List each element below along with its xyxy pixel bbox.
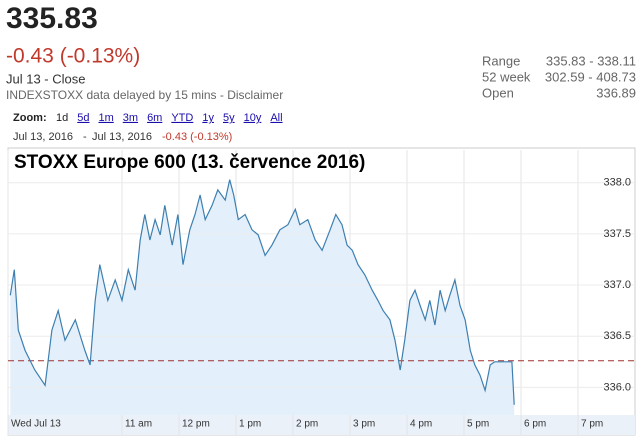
x-tick-label: 6 pm <box>524 419 546 430</box>
range-change: -0.43 (-0.13%) <box>162 131 232 143</box>
x-tick-label: 12 pm <box>182 419 210 430</box>
y-tick-label: 337.5 <box>603 228 631 240</box>
price: 335.83 <box>6 2 98 35</box>
zoom-option[interactable]: All <box>270 112 282 124</box>
stat-value: 302.59 - 408.73 <box>545 69 636 84</box>
x-tick-label: 11 am <box>125 419 152 430</box>
stat-value: 336.89 <box>596 85 636 100</box>
toolbar: Zoom: Jul 13, 2016 - Jul 13, 2016 -0.43 … <box>13 112 283 143</box>
zoom-option[interactable]: 1m <box>99 112 114 124</box>
source: INDEXSTOXX data delayed by 15 mins - Dis… <box>6 88 283 102</box>
zoom-option[interactable]: 5d <box>77 112 89 124</box>
price-line <box>9 179 515 405</box>
change: -0.43 (-0.13%) <box>6 45 140 68</box>
date-sep: - <box>83 131 87 143</box>
stat-value: 335.83 - 338.11 <box>546 53 636 68</box>
y-tick-label: 336.5 <box>603 330 631 342</box>
source-text: INDEXSTOXX data delayed by 15 mins - <box>6 88 227 102</box>
y-tick-label: 336.0 <box>603 381 631 393</box>
plot: Wed Jul 13 11 am 12 pm 1 pm 2 pm 3 pm 4 pm 5 pm… <box>7 150 635 435</box>
stat-label: Open <box>482 85 514 100</box>
y-tick-label: 338.0 <box>603 177 631 189</box>
zoom-option[interactable]: 6m <box>147 112 162 124</box>
zoom-option[interactable]: YTD <box>171 112 193 124</box>
zoom-option[interactable]: 1y <box>202 112 214 124</box>
stat-label: Range <box>482 53 520 68</box>
x-tick-label: 2 pm <box>296 419 318 430</box>
x-tick-label: 7 pm <box>581 419 603 430</box>
y-tick-label: 337.0 <box>603 279 631 291</box>
stats: Range 335.83 - 338.11 52 week 302.59 - 408.… <box>482 53 636 100</box>
x-axis-band <box>8 415 635 435</box>
zoom-option[interactable]: 1d <box>56 112 68 124</box>
close-label: Jul 13 - Close <box>6 71 85 86</box>
zoom-option[interactable]: 3m <box>123 112 138 124</box>
date-from: Jul 13, 2016 <box>13 131 73 143</box>
x-tick-label: 3 pm <box>353 419 375 430</box>
chart-title: STOXX Europe 600 (13. července 2016) <box>14 152 365 173</box>
disclaimer[interactable]: Disclaimer <box>227 88 283 102</box>
zoom-option[interactable]: 10y <box>244 112 262 124</box>
stat-label: 52 week <box>482 69 531 84</box>
zoom-option[interactable]: 5y <box>223 112 235 124</box>
x-tick-label: Wed Jul 13 <box>11 419 61 430</box>
zoom-label: Zoom: <box>13 112 47 124</box>
area <box>10 179 515 415</box>
x-tick-label: 4 pm <box>410 419 432 430</box>
x-tick-label: 5 pm <box>467 419 489 430</box>
date-to: Jul 13, 2016 <box>92 131 152 143</box>
x-tick-label: 1 pm <box>239 419 261 430</box>
